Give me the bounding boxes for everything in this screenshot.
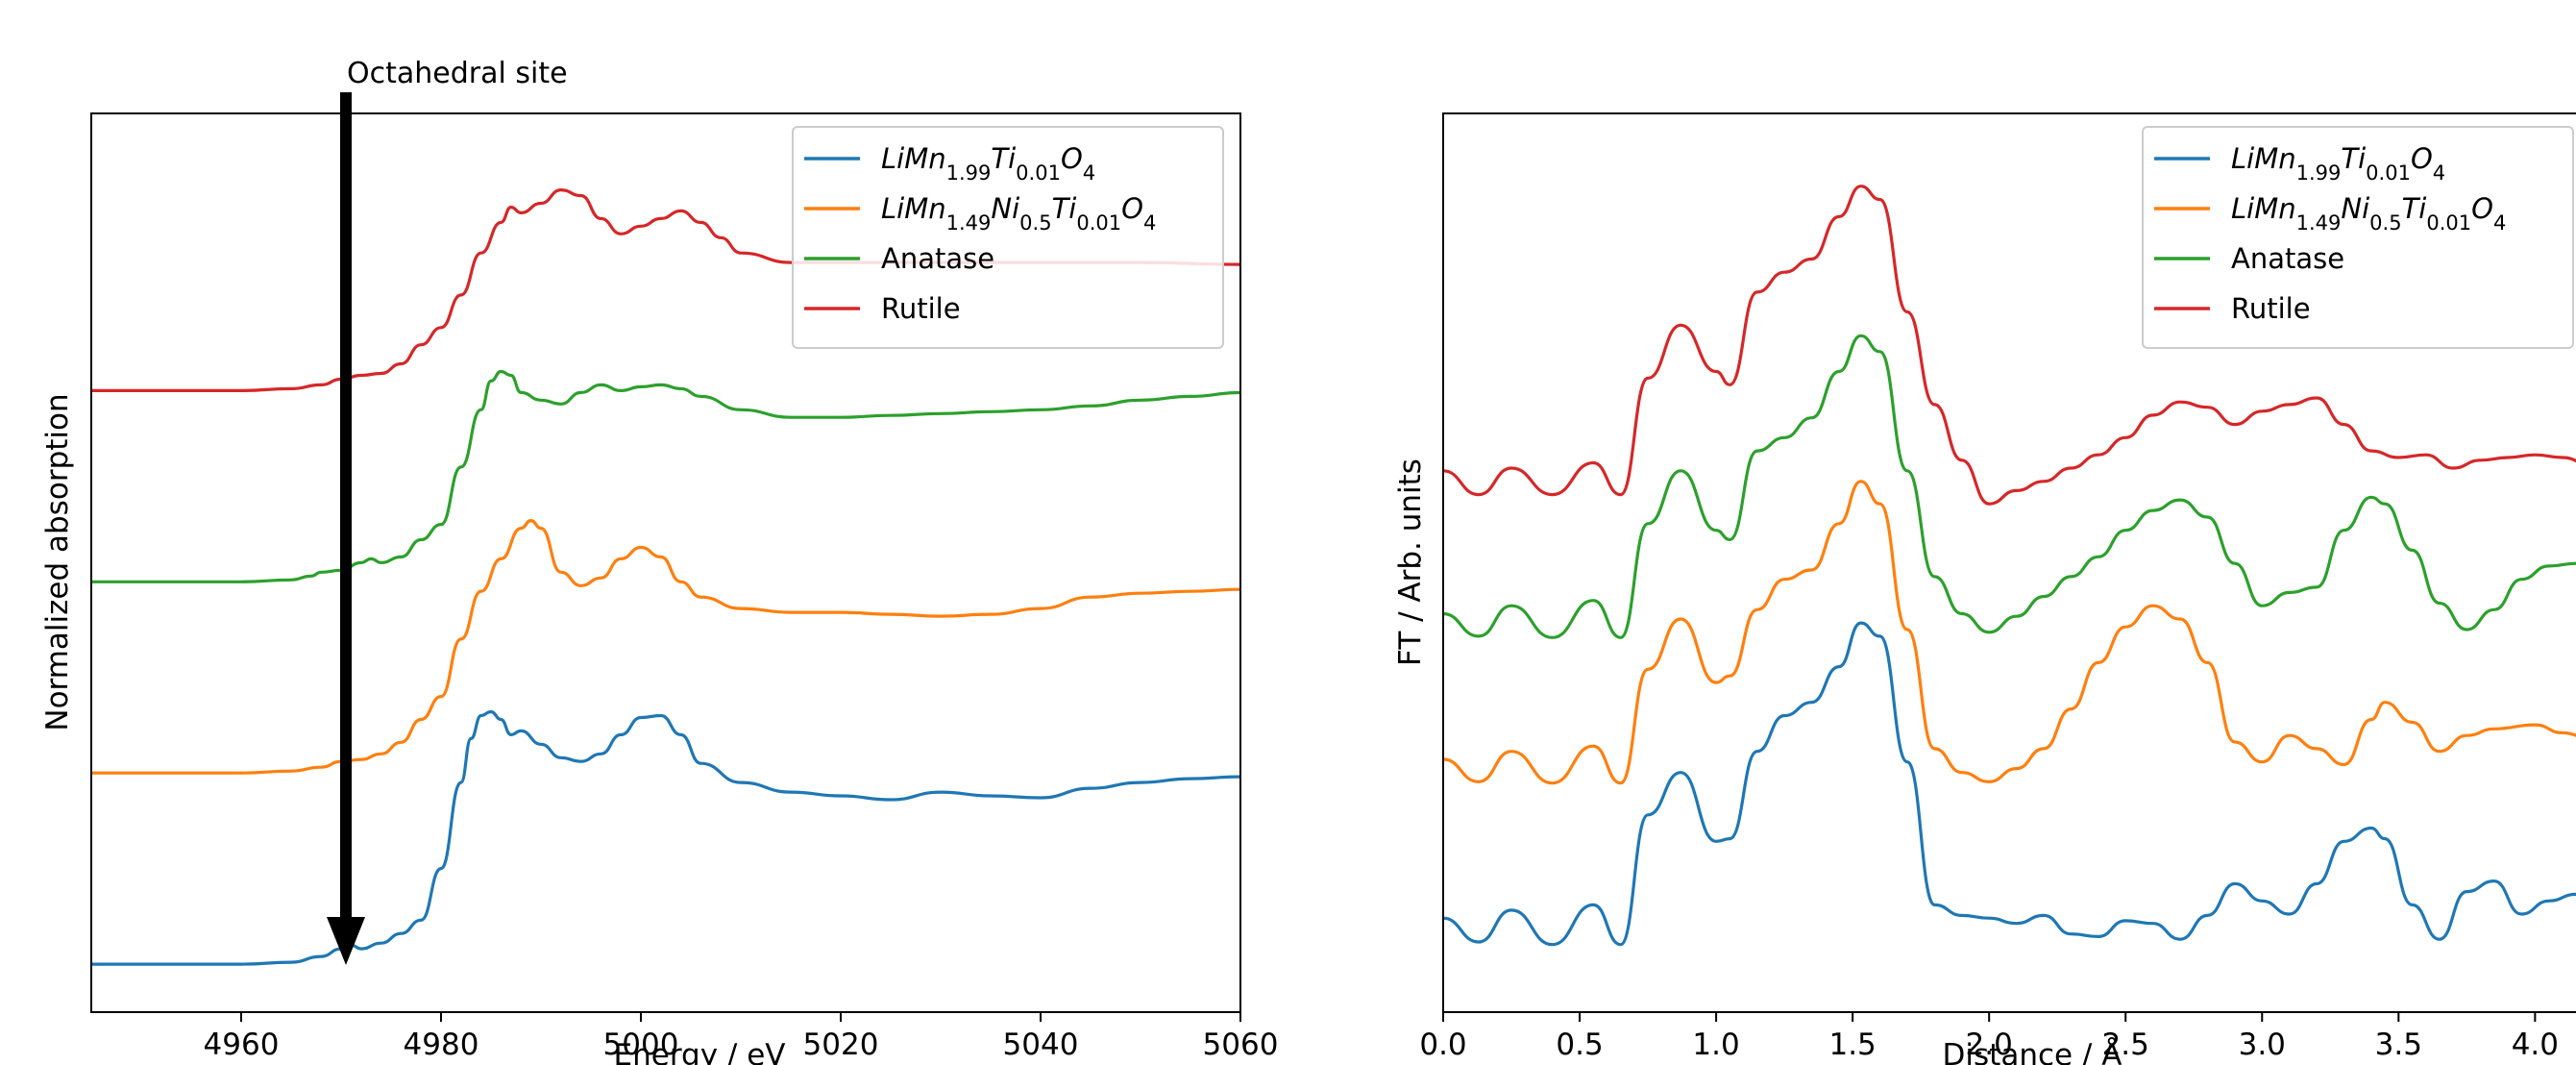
legend-label-limn1-99ti0-01o4: LiMn1.99Ti0.01O4 xyxy=(2231,142,2445,185)
x-tick-label: 5020 xyxy=(803,1028,879,1062)
x-tick-label: 4.0 xyxy=(2512,1028,2559,1062)
x-tick-label: 4980 xyxy=(404,1028,479,1062)
x-tick-label: 2.5 xyxy=(2102,1028,2149,1062)
panel-xanes: Octahedral site LiMn1.99Ti0.01O4 LiMn1.49… xyxy=(40,57,1278,1065)
legend-label-limn1-99ti0-01o4: LiMn1.99Ti0.01O4 xyxy=(881,142,1095,185)
r-series-line-rutile xyxy=(1442,185,2576,506)
x-tick-label: 0.5 xyxy=(1556,1028,1603,1062)
xanes-x-ticks: 4960 4980 5000 5020 5040 5060 xyxy=(204,1012,1279,1062)
xanes-y-axis-label: Normalized absorption xyxy=(40,393,75,731)
x-tick-label: 5040 xyxy=(1003,1028,1079,1062)
x-tick-label: 1.0 xyxy=(1692,1028,1739,1062)
legend-label-limn1-49ni0-5ti0-01o4: LiMn1.49Ni0.5Ti0.01O4 xyxy=(881,192,1156,235)
l-series-line-limn1-99ti0-01o4 xyxy=(91,709,1241,966)
legend-label-anatase: Anatase xyxy=(881,242,994,275)
x-tick-label: 3.5 xyxy=(2375,1028,2422,1062)
x-tick-label: 3.0 xyxy=(2239,1028,2286,1062)
r-series-line-anatase xyxy=(1442,334,2576,639)
exafs-plot-frame xyxy=(1442,112,2576,1013)
x-tick-label: 1.5 xyxy=(1828,1028,1876,1062)
exafs-x-axis-label: Distance / Å xyxy=(1943,1038,2122,1065)
x-tick-label: 5060 xyxy=(1203,1028,1279,1062)
xanes-plot-frame xyxy=(90,112,1241,1013)
panel-exafs: LiMn1.99Ti0.01O4 LiMn1.49Ni0.5Ti0.01O4 Ana… xyxy=(1393,112,2576,1065)
legend-box xyxy=(792,126,1224,349)
exafs-x-ticks: 0.00.51.01.52.02.53.03.54.04 xyxy=(1419,1012,2559,1062)
x-tick-label: 2.0 xyxy=(1966,1028,2013,1062)
octahedral-site-arrow: Octahedral site xyxy=(327,57,568,965)
annotation-octahedral-site: Octahedral site xyxy=(347,57,568,90)
legend-label-rutile: Rutile xyxy=(881,292,961,325)
legend-label-limn1-49ni0-5ti0-01o4: LiMn1.49Ni0.5Ti0.01O4 xyxy=(2231,192,2506,235)
xanes-legend: LiMn1.99Ti0.01O4 LiMn1.49Ni0.5Ti0.01O4 Ana… xyxy=(792,126,1224,349)
exafs-legend: LiMn1.99Ti0.01O4 LiMn1.49Ni0.5Ti0.01O4 Ana… xyxy=(2142,126,2574,349)
x-tick-label: 4960 xyxy=(204,1028,280,1062)
l-series-line-anatase xyxy=(91,369,1241,583)
arrow-head xyxy=(327,917,365,965)
x-tick-label: 5000 xyxy=(603,1028,679,1062)
r-series-line-limn1-49ni0-5ti0-01o4 xyxy=(1442,480,2576,785)
l-series-line-limn1-49ni0-5ti0-01o4 xyxy=(90,519,1241,775)
legend-label-rutile: Rutile xyxy=(2231,292,2311,325)
legend-label-anatase: Anatase xyxy=(2231,242,2344,275)
legend-box xyxy=(2142,126,2574,349)
r-series-line-limn1-99ti0-01o4 xyxy=(1442,621,2576,947)
x-tick-label: 0.0 xyxy=(1419,1028,1466,1062)
exafs-series-group xyxy=(1442,185,2576,947)
xanes-x-axis-label: Energy / eV xyxy=(614,1038,786,1065)
arrow-shaft xyxy=(340,92,352,917)
exafs-y-axis-label: FT / Arb. units xyxy=(1393,458,1428,666)
